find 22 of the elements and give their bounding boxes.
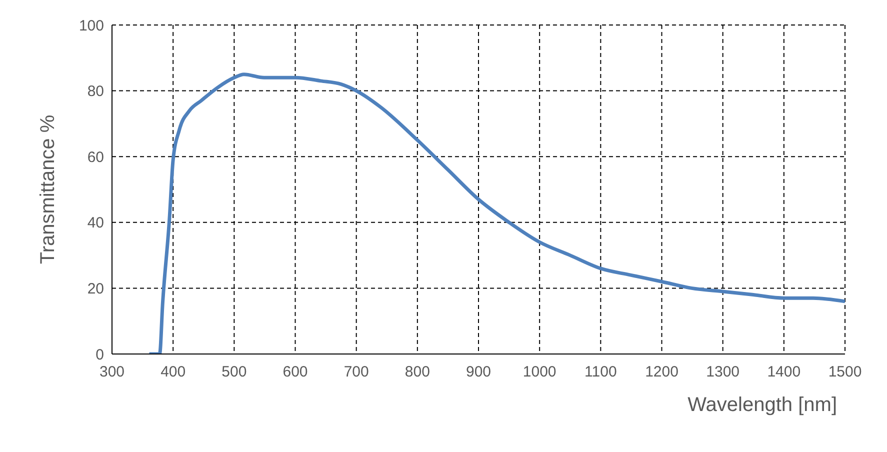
x-tick-label: 500 [222,364,247,381]
x-tick-label: 1400 [767,364,801,381]
x-tick-label: 800 [404,364,430,381]
x-tick-label: 900 [466,364,492,381]
x-tick-label: 300 [99,364,125,381]
x-tick-label: 1200 [645,364,678,381]
y-tick-label: 0 [96,346,104,364]
x-tick-label: 1000 [522,364,556,381]
y-tick-label: 80 [87,83,104,100]
y-tick-label: 20 [87,280,104,298]
x-tick-label: 1300 [706,364,740,381]
y-tick-label: 100 [78,17,104,34]
x-tick-label: 1100 [584,364,617,381]
x-tick-label: 1500 [828,364,862,381]
y-tick-label: 60 [87,148,104,166]
y-axis-title: Transmittance % [37,114,59,264]
y-tick-label: 40 [87,214,104,232]
line-series [148,72,845,354]
x-axis-title: Wavelength [nm] [688,394,837,416]
x-tick-label: 700 [344,364,369,381]
x-tick-label: 600 [282,364,308,381]
x-tick-label: 400 [160,364,186,381]
